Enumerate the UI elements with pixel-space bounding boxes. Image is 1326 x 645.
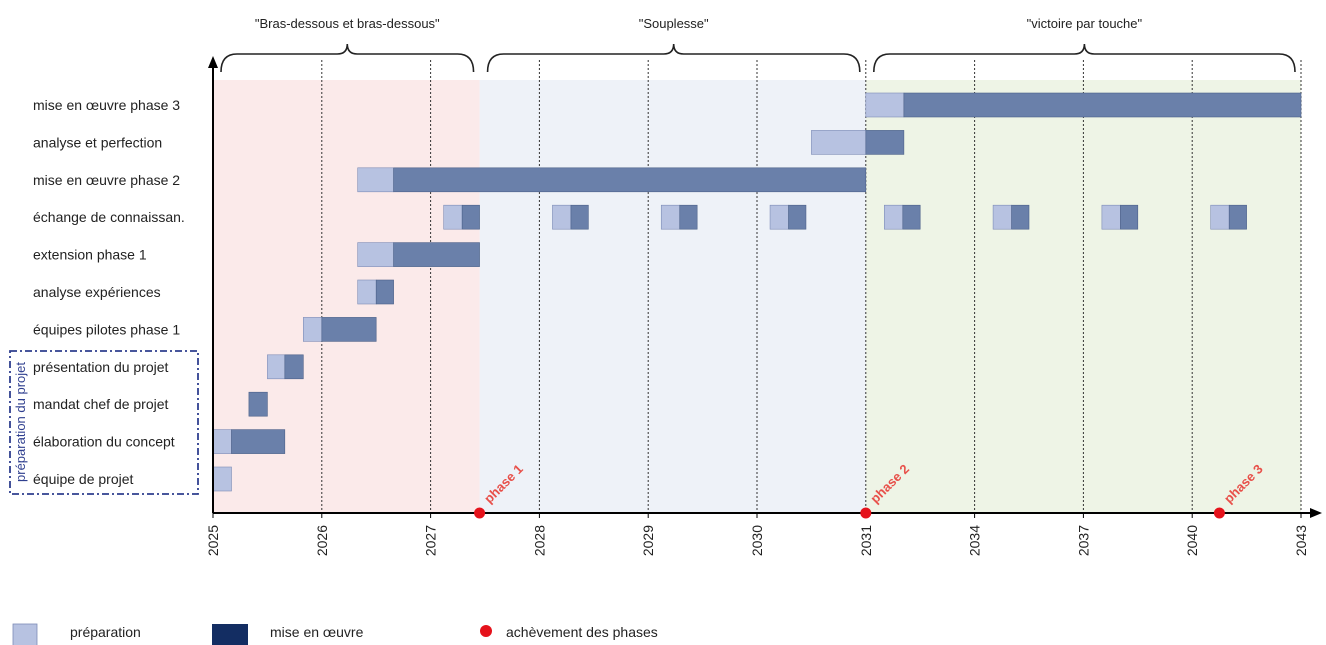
tick-label: 2034 <box>967 525 983 556</box>
preparation-bar <box>1101 204 1121 230</box>
era-brace <box>873 43 1296 73</box>
preparation-bar <box>660 204 681 230</box>
implementation-bar <box>284 354 304 380</box>
preparation-group-box <box>9 350 199 495</box>
row-label: mise en œuvre phase 2 <box>33 172 180 188</box>
preparation-bar <box>212 429 232 454</box>
implementation-bar <box>903 92 1302 118</box>
tick-label: 2043 <box>1293 525 1309 556</box>
preparation-bar <box>357 279 377 305</box>
implementation-bar <box>1011 204 1030 230</box>
preparation-bar <box>992 204 1012 230</box>
preparation-bar <box>552 204 572 230</box>
implementation-bar <box>902 204 921 230</box>
implementation-bar <box>393 167 867 193</box>
y-axis-arrow <box>208 56 218 68</box>
era-title: "Souplesse" <box>639 16 709 31</box>
implementation-bar <box>1228 204 1247 230</box>
preparation-bar <box>883 204 904 230</box>
project-preparation-group: préparation du projet <box>9 350 199 495</box>
row-label: élaboration du concept <box>33 434 175 450</box>
preparation-bar <box>443 204 463 230</box>
task-bars <box>212 92 1302 492</box>
era-title: "Bras-dessous et bras-dessous" <box>255 16 440 31</box>
tick-label: 2037 <box>1075 525 1091 556</box>
row-label: présentation du projet <box>33 359 169 375</box>
row-labels: mise en œuvre phase 3 analyse et perfecti… <box>33 97 185 487</box>
vertical-gridlines <box>321 60 1302 513</box>
row-label: analyse et perfection <box>33 134 162 150</box>
tick-label: 2028 <box>531 525 547 556</box>
legend-label: préparation <box>70 624 141 640</box>
preparation-bar <box>811 130 867 155</box>
implementation-bar <box>321 317 377 342</box>
milestone-dot <box>474 507 486 519</box>
legend-label: mise en œuvre <box>270 624 364 640</box>
implementation-bar <box>679 204 698 230</box>
legend: préparation mise en œuvre achèvement des p… <box>12 623 658 645</box>
preparation-bar <box>357 242 394 267</box>
legend-label: achèvement des phases <box>506 624 658 640</box>
tick-label: 2027 <box>423 525 439 556</box>
era-background <box>479 80 866 513</box>
row-label: équipe de projet <box>33 471 134 487</box>
tick-label: 2031 <box>858 525 874 556</box>
tick-label: 2029 <box>640 525 656 556</box>
legend-swatch-milestone <box>480 625 492 637</box>
milestone-dot <box>860 507 872 519</box>
tick-label: 2040 <box>1184 525 1200 556</box>
era-title: "victoire par touche" <box>1027 16 1143 31</box>
implementation-bar <box>248 391 268 417</box>
tick-label: 2025 <box>205 525 221 556</box>
implementation-bar <box>1120 204 1139 230</box>
implementation-bar <box>375 279 394 305</box>
legend-swatch-implementation <box>212 624 248 645</box>
preparation-bar <box>303 317 323 342</box>
preparation-bar <box>1210 204 1230 230</box>
implementation-bar <box>788 204 807 230</box>
milestone-dot <box>1213 507 1225 519</box>
era-brace <box>220 43 475 73</box>
row-label: analyse expériences <box>33 284 161 300</box>
row-label: mise en œuvre phase 3 <box>33 97 180 113</box>
x-axis-arrow <box>1310 508 1322 518</box>
tick-label: 2026 <box>314 525 330 556</box>
implementation-bar <box>570 204 589 230</box>
implementation-bar <box>393 242 480 267</box>
era-brace <box>486 43 861 73</box>
row-label: équipes pilotes phase 1 <box>33 321 180 337</box>
row-label: mandat chef de projet <box>33 396 169 412</box>
row-label: échange de connaissan. <box>33 209 185 225</box>
preparation-bar <box>769 204 789 230</box>
legend-swatch-preparation <box>12 623 38 645</box>
implementation-bar <box>461 204 480 230</box>
row-label: extension phase 1 <box>33 247 147 263</box>
tick-label: 2030 <box>749 525 765 556</box>
preparation-bar <box>212 466 232 492</box>
implementation-bar <box>865 130 905 155</box>
preparation-bar <box>865 92 905 118</box>
era-backgrounds <box>213 80 1301 513</box>
era-braces: "Bras-dessous et bras-dessous" "Souplesse… <box>220 16 1296 73</box>
preparation-group-label: préparation du projet <box>13 362 28 482</box>
preparation-bar <box>357 167 394 193</box>
x-tick-labels: 2025 2026 2027 2028 2029 2030 2031 2034 2037 2040… <box>205 513 1309 556</box>
preparation-bar <box>267 354 286 380</box>
implementation-bar <box>231 429 286 454</box>
axes <box>208 56 1322 518</box>
